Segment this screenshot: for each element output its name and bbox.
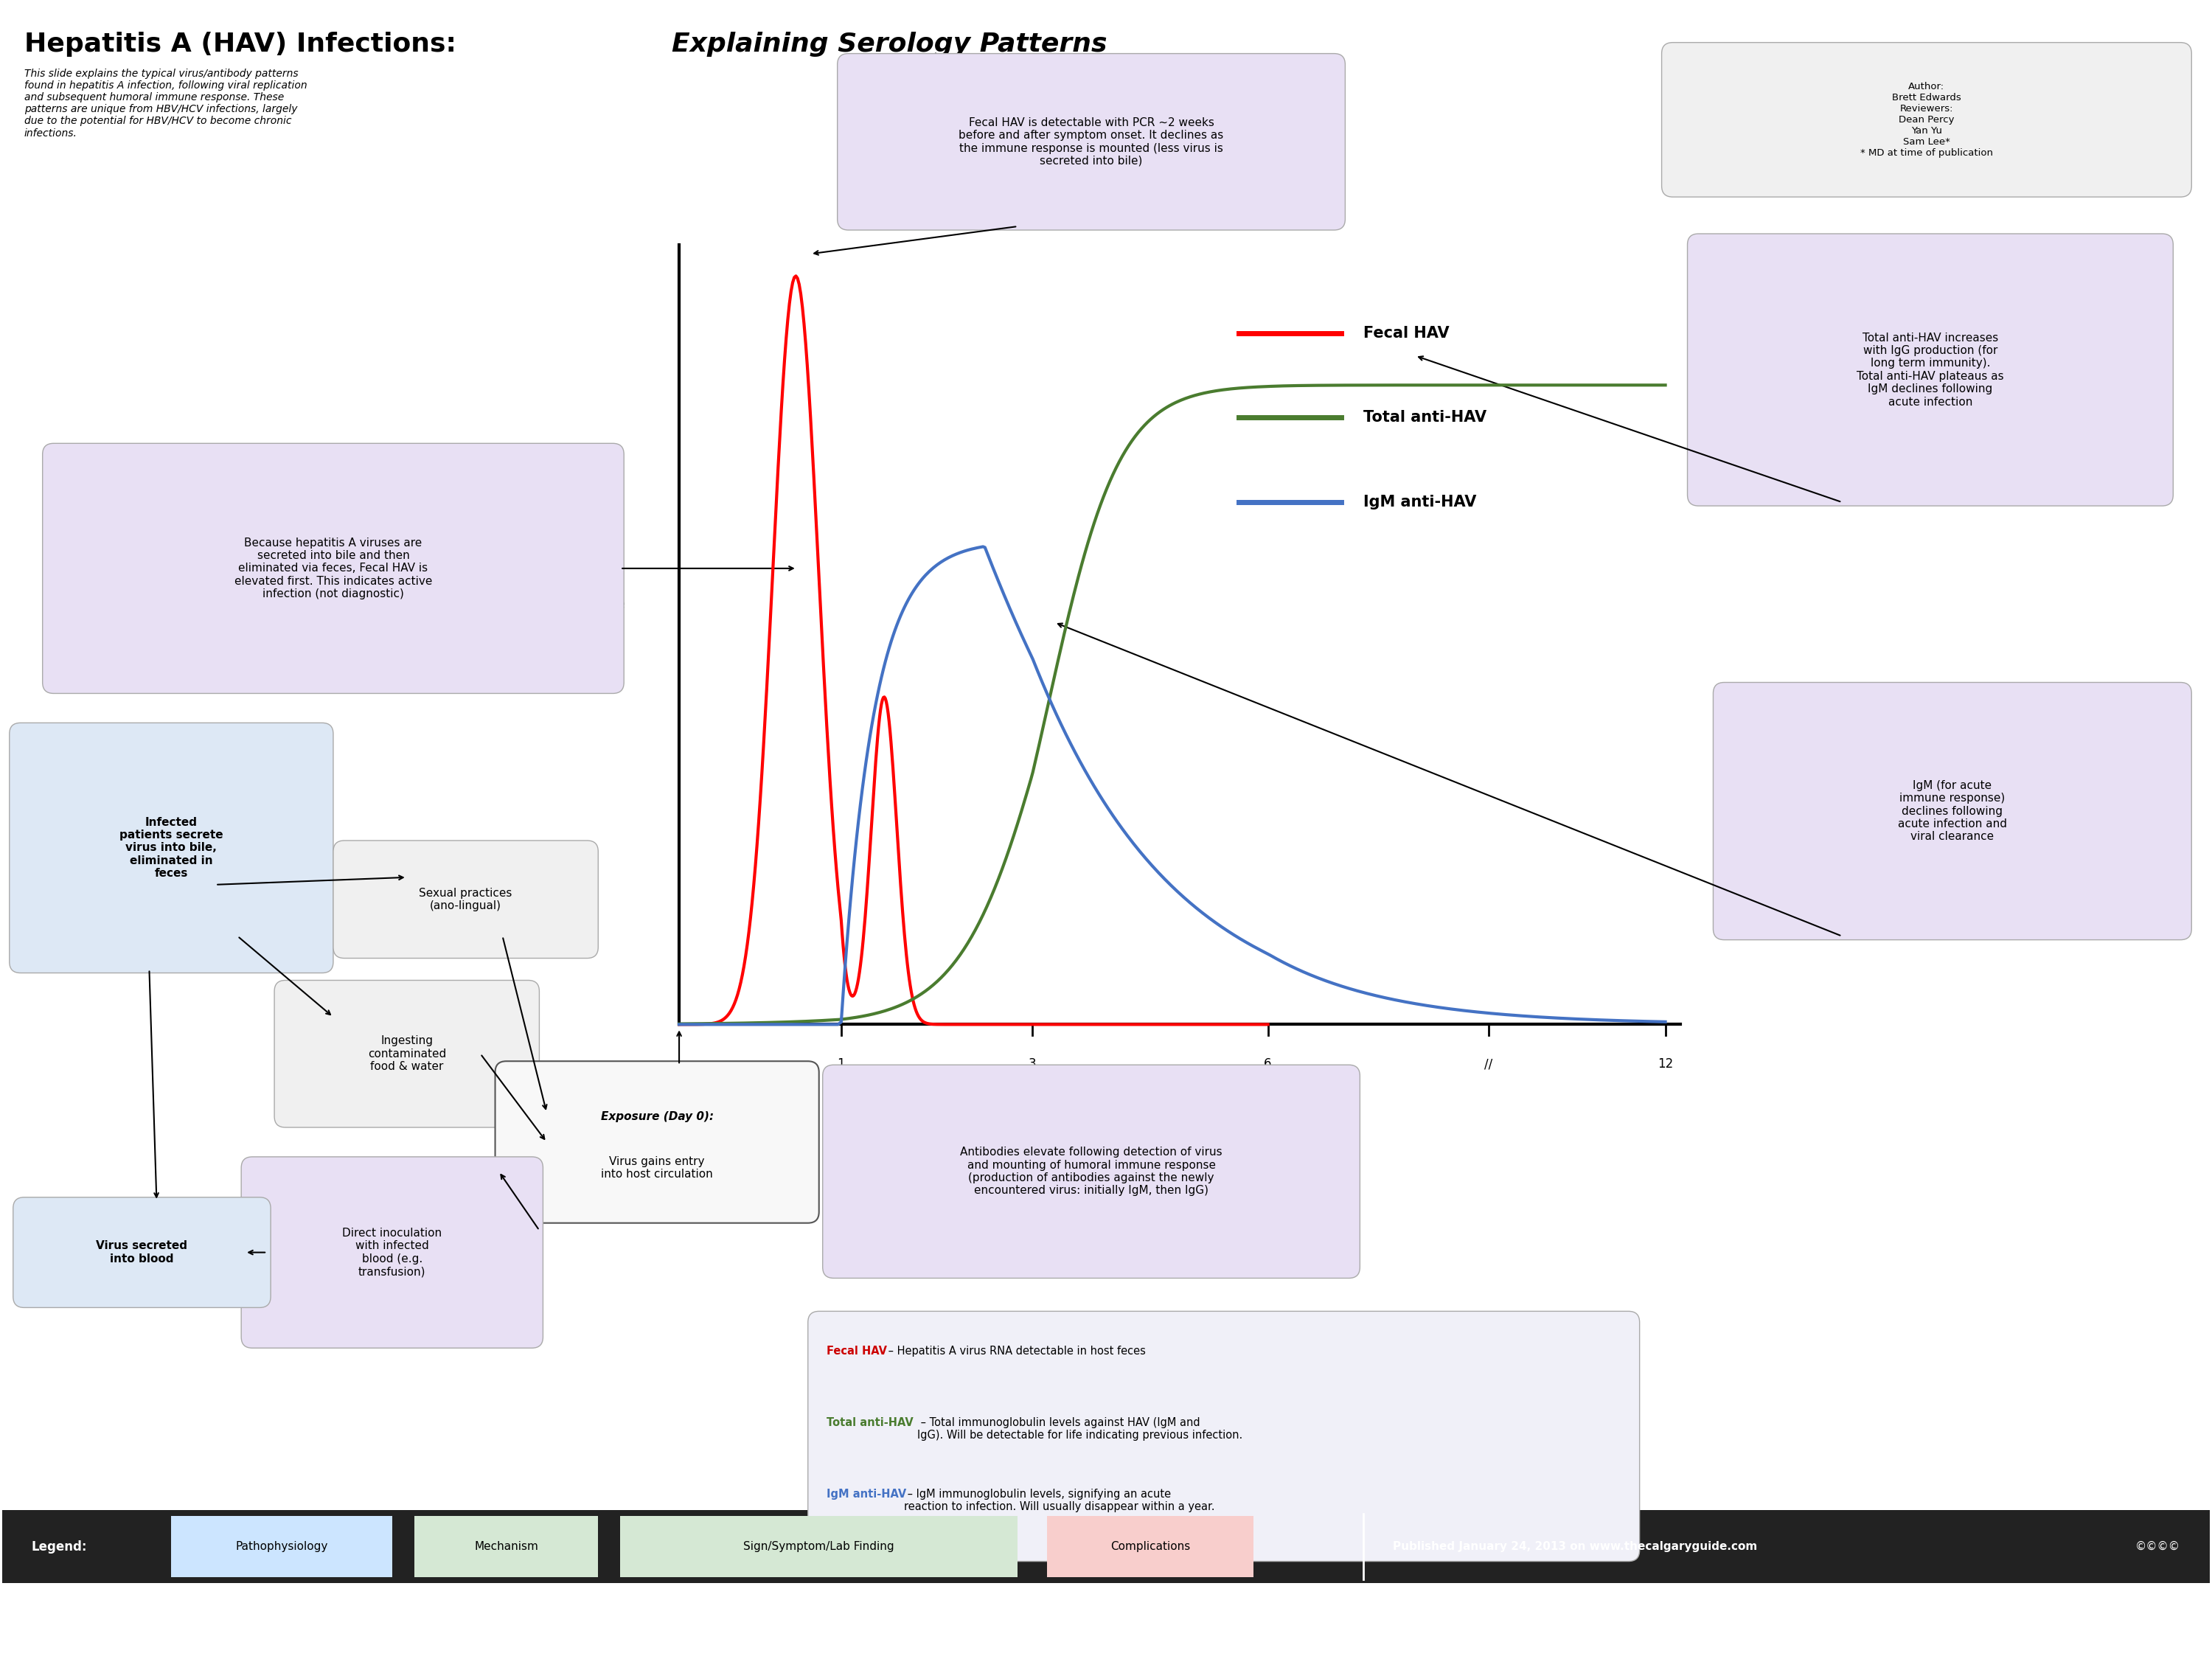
FancyBboxPatch shape (823, 1065, 1360, 1277)
Text: Author:
Brett Edwards
Reviewers:
Dean Percy
Yan Yu
Sam Lee*
* MD at time of publ: Author: Brett Edwards Reviewers: Dean Pe… (1860, 81, 1993, 158)
FancyBboxPatch shape (619, 1516, 1018, 1578)
Text: This slide explains the typical virus/antibody patterns
found in hepatitis A inf: This slide explains the typical virus/an… (24, 68, 307, 138)
Text: IgM (for acute
immune response)
declines following
acute infection and
viral cle: IgM (for acute immune response) declines… (1898, 780, 2006, 843)
FancyBboxPatch shape (1688, 234, 2172, 506)
Text: Antibodies elevate following detection of virus
and mounting of humoral immune r: Antibodies elevate following detection o… (960, 1146, 1223, 1196)
Text: IgM anti-HAV: IgM anti-HAV (1363, 494, 1478, 509)
Text: 3: 3 (1029, 1057, 1035, 1070)
Text: Virus secreted
into blood: Virus secreted into blood (95, 1241, 188, 1264)
Text: Explaining Serology Patterns: Explaining Serology Patterns (672, 32, 1108, 56)
Text: Hepatitis A (HAV) Infections:: Hepatitis A (HAV) Infections: (24, 32, 465, 56)
FancyBboxPatch shape (170, 1516, 392, 1578)
FancyBboxPatch shape (2, 1510, 2210, 1583)
FancyBboxPatch shape (13, 1198, 270, 1307)
FancyBboxPatch shape (838, 53, 1345, 231)
Text: Published January 24, 2013 on www.thecalgaryguide.com: Published January 24, 2013 on www.thecal… (1394, 1541, 1759, 1553)
Text: Exposure (Day 0):: Exposure (Day 0): (602, 1112, 714, 1121)
FancyBboxPatch shape (1046, 1516, 1254, 1578)
FancyBboxPatch shape (414, 1516, 597, 1578)
Text: IgM anti-HAV: IgM anti-HAV (827, 1488, 907, 1500)
Text: Relative
Levels: Relative Levels (571, 599, 626, 627)
Text: Sexual practices
(ano-lingual): Sexual practices (ano-lingual) (418, 888, 513, 911)
Text: Legend:: Legend: (31, 1540, 86, 1553)
Text: Virus gains entry
into host circulation: Virus gains entry into host circulation (602, 1156, 712, 1180)
Text: Complications: Complications (1110, 1541, 1190, 1553)
Text: ©©©©: ©©©© (2135, 1541, 2181, 1553)
FancyBboxPatch shape (1712, 682, 2192, 941)
Text: Direct inoculation
with infected
blood (e.g.
transfusion): Direct inoculation with infected blood (… (343, 1228, 442, 1277)
FancyBboxPatch shape (1661, 43, 2192, 197)
Text: – Hepatitis A virus RNA detectable in host feces: – Hepatitis A virus RNA detectable in ho… (885, 1345, 1146, 1357)
FancyBboxPatch shape (241, 1156, 542, 1349)
Text: Because hepatitis A viruses are
secreted into bile and then
eliminated via feces: Because hepatitis A viruses are secreted… (234, 538, 431, 599)
Text: Fecal HAV: Fecal HAV (827, 1345, 887, 1357)
Text: //: // (1484, 1057, 1493, 1070)
FancyBboxPatch shape (807, 1311, 1639, 1561)
Text: Months: Months (1126, 1095, 1175, 1108)
FancyBboxPatch shape (334, 841, 597, 959)
FancyBboxPatch shape (9, 723, 334, 972)
Text: Total anti-HAV: Total anti-HAV (1363, 410, 1486, 425)
Text: Fecal HAV is detectable with PCR ~2 weeks
before and after symptom onset. It dec: Fecal HAV is detectable with PCR ~2 week… (958, 118, 1223, 166)
Text: Mechanism: Mechanism (473, 1541, 538, 1553)
Text: – Total immunoglobulin levels against HAV (IgM and
IgG). Will be detectable for : – Total immunoglobulin levels against HA… (918, 1417, 1243, 1442)
FancyBboxPatch shape (42, 443, 624, 693)
Text: Fecal HAV: Fecal HAV (1363, 325, 1449, 340)
Text: 1: 1 (836, 1057, 845, 1070)
FancyBboxPatch shape (495, 1062, 818, 1223)
Text: Sign/Symptom/Lab Finding: Sign/Symptom/Lab Finding (743, 1541, 894, 1553)
Text: – IgM immunoglobulin levels, signifying an acute
reaction to infection. Will usu: – IgM immunoglobulin levels, signifying … (905, 1488, 1214, 1513)
FancyBboxPatch shape (274, 980, 540, 1128)
Text: Total anti-HAV increases
with IgG production (for
long term immunity).
Total ant: Total anti-HAV increases with IgG produc… (1856, 332, 2004, 408)
Text: Total anti-HAV: Total anti-HAV (827, 1417, 914, 1428)
Text: Pathophysiology: Pathophysiology (234, 1541, 327, 1553)
Text: Ingesting
contaminated
food & water: Ingesting contaminated food & water (367, 1035, 447, 1072)
Text: 6: 6 (1263, 1057, 1272, 1070)
Text: 12: 12 (1657, 1057, 1672, 1070)
Text: Infected
patients secrete
virus into bile,
eliminated in
feces: Infected patients secrete virus into bil… (119, 816, 223, 879)
